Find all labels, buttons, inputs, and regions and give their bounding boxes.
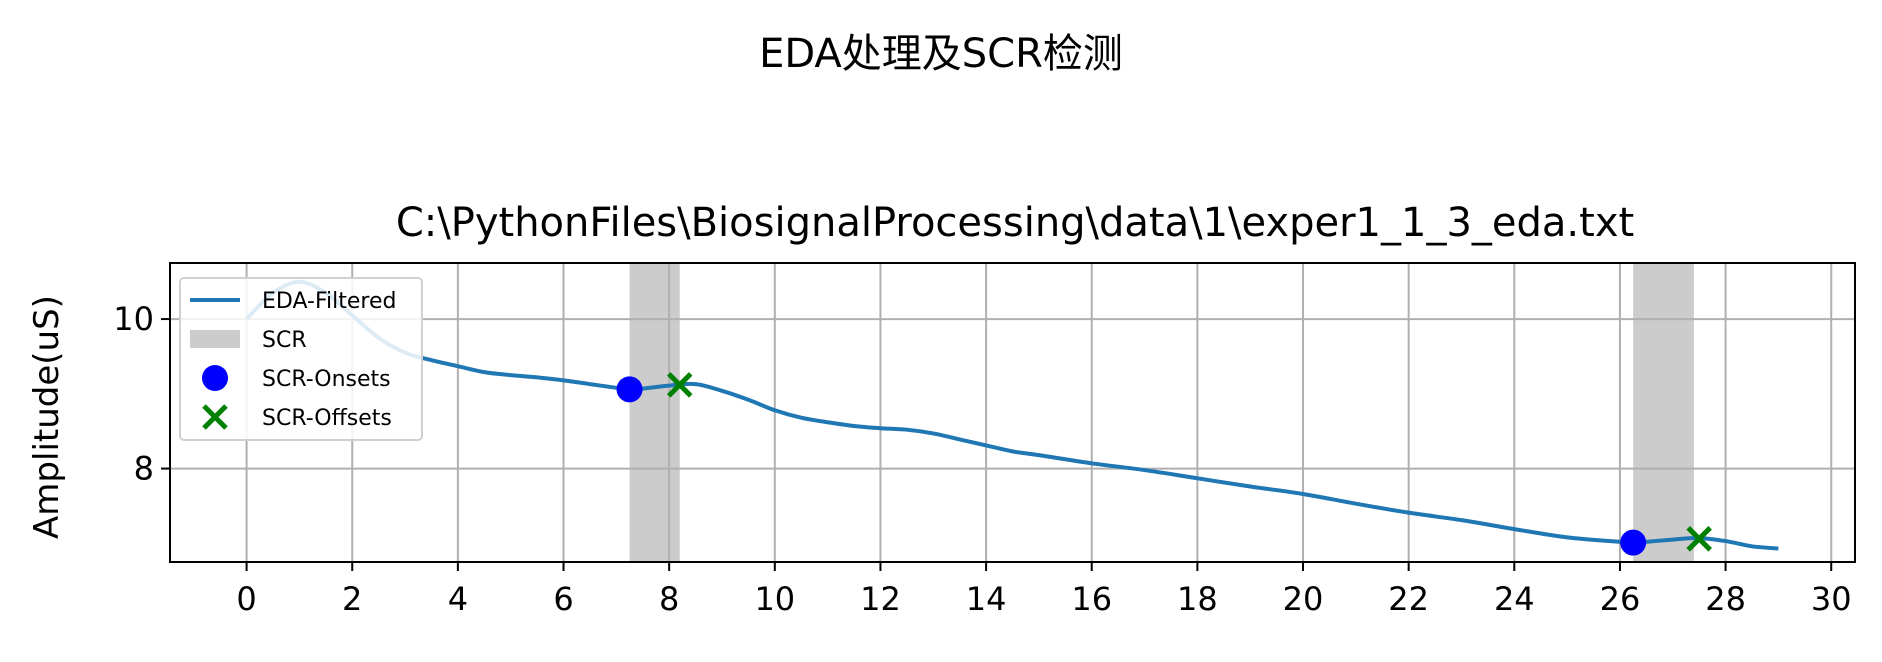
x-tick-label: 28 — [1705, 580, 1746, 618]
scr-onset-marker — [616, 376, 643, 403]
scr-onset-marker — [1620, 529, 1647, 556]
legend-label: SCR-Offsets — [262, 406, 392, 431]
x-tick-label: 14 — [966, 580, 1007, 618]
x-tick-label: 16 — [1071, 580, 1112, 618]
legend-label: SCR — [262, 328, 307, 353]
plot-frame — [169, 262, 1856, 563]
x-tick-label: 2 — [342, 580, 362, 618]
y-tick-label: 8 — [134, 450, 154, 488]
legend-scr-swatch — [190, 330, 240, 348]
scr-offset-marker — [1686, 526, 1712, 552]
x-tick-label: 18 — [1177, 580, 1218, 618]
legend-onset-swatch — [202, 365, 228, 391]
x-tick-label: 12 — [860, 580, 901, 618]
scr-offset-marker — [666, 372, 693, 398]
x-tick-label: 20 — [1283, 580, 1324, 618]
legend-label: EDA-Filtered — [262, 289, 396, 314]
x-tick-label: 24 — [1494, 580, 1535, 618]
x-tick-label: 4 — [448, 580, 468, 618]
y-tick-label: 10 — [113, 300, 154, 338]
plot-background — [170, 263, 1855, 562]
scr-region-1 — [629, 263, 680, 562]
plot-content — [170, 263, 1855, 562]
legend-box — [179, 277, 423, 441]
x-tick-label: 0 — [236, 580, 256, 618]
figure-suptitle: EDA处理及SCR检测 — [759, 31, 1123, 77]
x-tick-label: 6 — [553, 580, 573, 618]
legend-offset-swatch — [202, 404, 228, 430]
legend: EDA-Filtered SCR SCR-Onsets SCR-Offsets — [179, 277, 423, 441]
axes-title: C:\PythonFiles\BiosignalProcessing\data\… — [396, 200, 1634, 246]
x-tick-label: 26 — [1600, 580, 1641, 618]
series-line-eda-filtered — [245, 279, 1779, 551]
legend-label: SCR-Onsets — [262, 367, 391, 392]
x-tick-label: 8 — [659, 580, 679, 618]
scr-region-2 — [1633, 263, 1694, 562]
x-tick-label: 22 — [1388, 580, 1429, 618]
x-tick-label: 30 — [1811, 580, 1852, 618]
plot-area — [169, 262, 1856, 563]
y-axis-label: Amplitude(uS) — [27, 295, 67, 539]
x-tick-label: 10 — [754, 580, 795, 618]
